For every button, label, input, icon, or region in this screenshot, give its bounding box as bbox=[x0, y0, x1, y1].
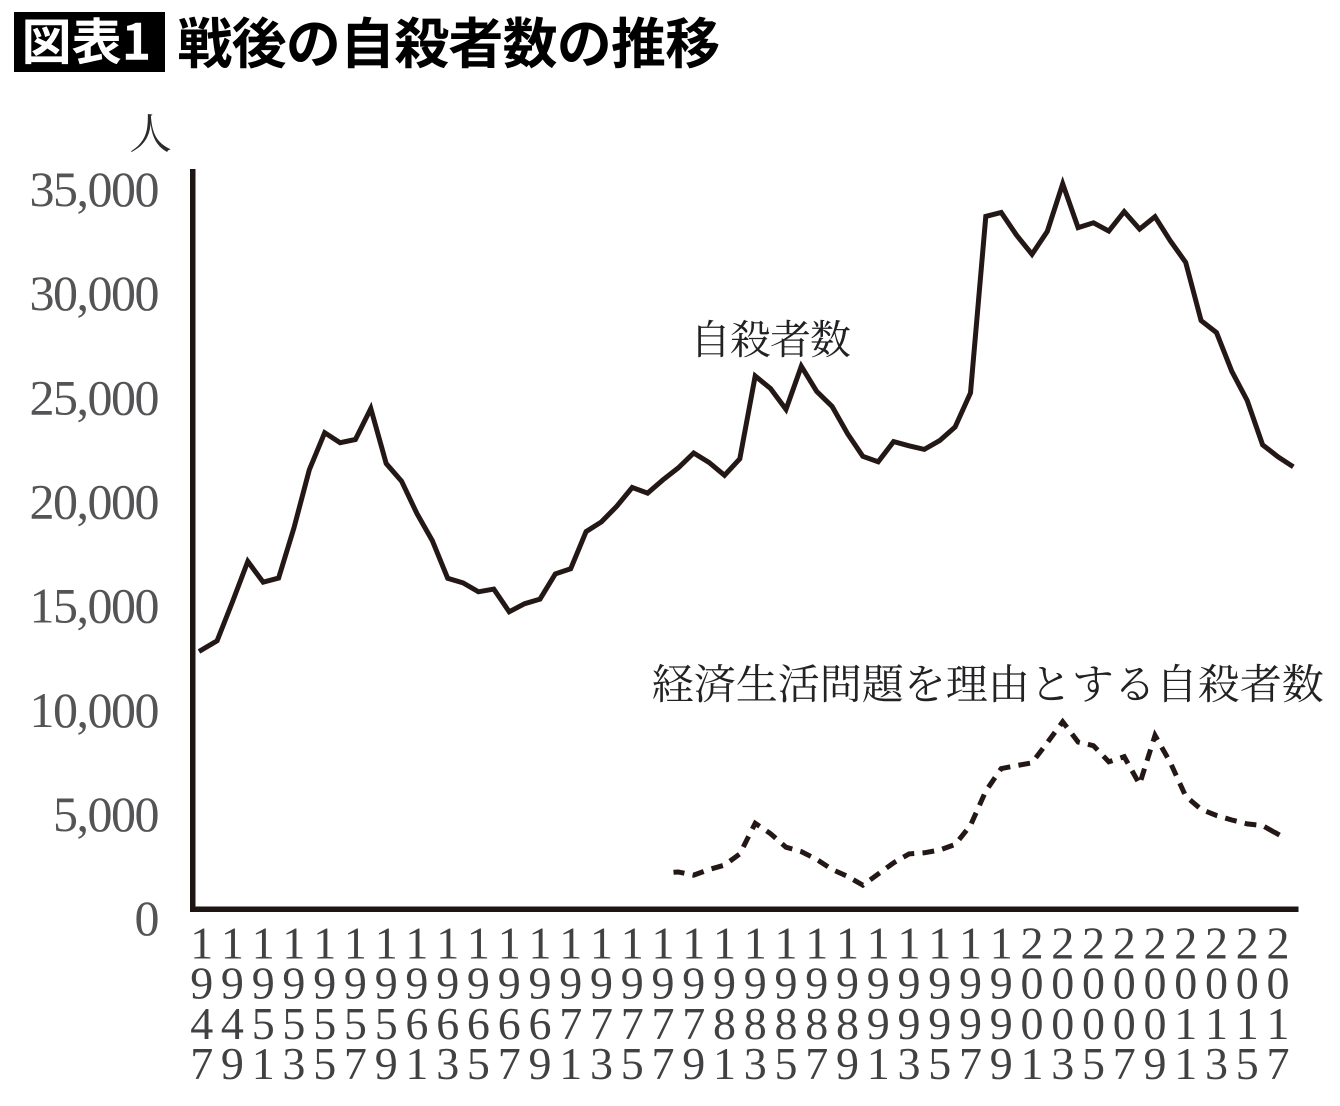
svg-text:35,000: 35,000 bbox=[30, 161, 159, 217]
svg-text:15,000: 15,000 bbox=[30, 578, 159, 634]
svg-text:20,000: 20,000 bbox=[30, 474, 159, 530]
svg-text:0: 0 bbox=[135, 890, 159, 946]
svg-text:5,000: 5,000 bbox=[53, 786, 159, 842]
svg-text:25,000: 25,000 bbox=[30, 369, 159, 425]
svg-text:30,000: 30,000 bbox=[30, 265, 159, 321]
svg-text:10,000: 10,000 bbox=[30, 682, 159, 738]
